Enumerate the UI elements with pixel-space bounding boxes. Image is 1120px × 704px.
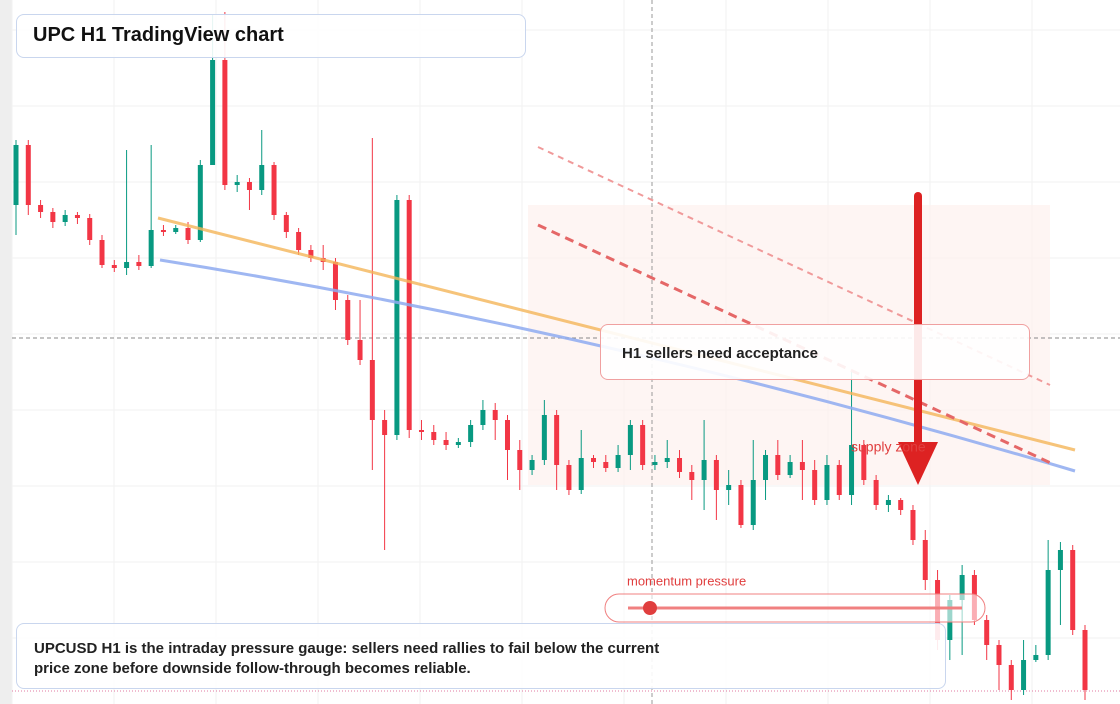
candle-body [492,410,498,420]
candle-body [357,340,363,360]
candle-body [369,360,375,420]
candle-body [726,485,732,490]
candle-body [13,145,19,205]
title-box: UPC H1 TradingView chart [16,14,526,58]
candle-body [1033,655,1039,660]
candle-body [136,262,142,266]
candle-body [652,462,658,465]
candle-body [259,165,265,190]
candle-body [50,212,56,222]
channel-lower [537,223,1056,467]
candle-body [849,445,855,495]
candle-body [111,265,117,268]
candle-body [750,480,756,525]
zone-label: supply zone [851,439,926,455]
candle-body [615,455,621,468]
candles [13,12,1088,700]
candle-body [738,485,744,525]
candle-body [578,458,584,490]
candle-body [283,215,289,232]
candle-body [861,445,867,480]
candle-body [664,458,670,462]
note-box: H1 sellers need acceptance [600,324,1030,380]
candle-body [197,165,203,240]
candle-body [984,620,990,645]
candle-body [308,250,314,258]
candle-body [591,458,597,462]
candle-body [455,442,461,445]
candle-body [1070,550,1076,630]
candle-body [677,458,683,472]
gauge-label: momentum pressure [627,573,746,588]
candle-body [873,480,879,505]
candle-body [345,300,351,340]
candle-body [701,460,707,480]
candle-body [1021,660,1027,690]
candle-body [271,165,277,215]
candle-body [713,460,719,490]
candle-body [246,182,252,190]
candle-body [517,450,523,470]
gauge-knob [643,601,657,615]
candle-body [443,440,449,445]
candle-body [25,145,31,205]
candle-body [38,205,44,212]
candle-body [640,425,646,465]
candle-body [627,425,633,455]
candle-body [234,182,240,185]
candle-body [787,462,793,475]
candle-body [1045,570,1051,655]
candle-body [394,200,400,435]
candle-body [185,228,191,240]
candle-body [222,60,228,185]
candle-body [910,510,916,540]
caption-box: UPCUSD H1 is the intraday pressure gauge… [16,623,946,689]
candle-body [603,462,609,468]
candle-body [332,262,338,300]
candle-body [406,200,412,430]
candle-body [173,228,179,232]
candle-body [468,425,474,442]
candle-body [836,465,842,495]
candle-body [885,500,891,505]
candle-body [87,218,93,240]
candle-body [1057,550,1063,570]
candle-body [689,472,695,480]
candle-body [296,232,302,250]
candle-body [763,455,769,480]
candle-body [148,230,154,266]
candle-body [99,240,105,265]
chart-title: UPC H1 TradingView chart [33,24,284,46]
candle-body [1008,665,1014,690]
candle-body [480,410,486,425]
candle-body [554,415,560,465]
candle-body [160,230,166,232]
note-text: H1 sellers need acceptance [622,345,818,362]
candle-body [431,432,437,440]
candle-body [824,465,830,500]
candle-body [529,460,535,470]
candle-body [504,420,510,450]
candle-body [541,415,547,460]
candle-body [959,575,965,600]
candle-body [566,465,572,490]
candle-body [898,500,904,510]
caption: UPCUSD H1 is the intraday pressure gauge… [34,640,660,677]
candle-body [1082,630,1088,690]
candle-body [775,455,781,475]
candle-body [922,540,928,580]
candle-body [418,430,424,432]
candle-body [812,470,818,500]
candle-body [210,60,216,165]
candle-body [124,262,130,268]
candle-body [62,215,68,222]
candle-body [799,462,805,470]
left-strip [0,0,12,704]
arrow-head [898,442,938,485]
candle-body [996,645,1002,665]
candle-body [74,215,80,218]
candle-body [382,420,388,435]
